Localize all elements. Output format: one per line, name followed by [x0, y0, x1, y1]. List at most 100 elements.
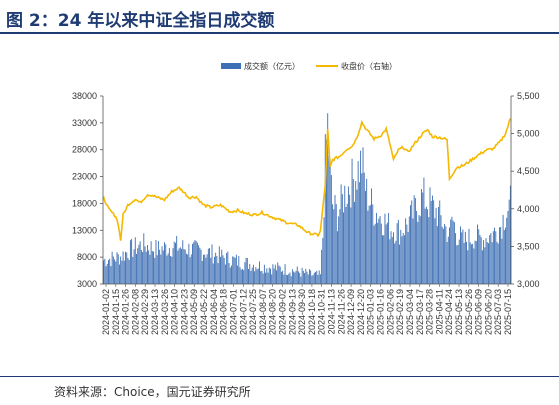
bar: [450, 219, 452, 284]
bar: [162, 250, 164, 284]
bar: [261, 270, 263, 284]
x-tick-label: 2024-06-18: [219, 289, 229, 335]
bar: [164, 242, 165, 284]
bar: [215, 252, 217, 284]
bar: [472, 243, 474, 284]
x-tick-label: 2025-03-17: [415, 289, 425, 335]
bar: [260, 271, 262, 284]
bar: [497, 243, 499, 284]
bar: [183, 249, 185, 284]
bar: [192, 243, 193, 284]
x-tick-label: 2024-11-26: [336, 289, 346, 334]
bar: [138, 244, 140, 284]
right-tick-label: 5,000: [517, 129, 540, 139]
bar: [456, 245, 458, 284]
bar: [224, 264, 226, 284]
bar: [182, 240, 184, 284]
bar: [289, 272, 291, 284]
bar: [111, 251, 113, 284]
bar: [315, 272, 316, 284]
bar: [153, 251, 154, 284]
bar: [139, 241, 141, 284]
bar: [148, 250, 150, 284]
bar: [184, 249, 186, 284]
bar: [441, 226, 443, 284]
bar: [128, 259, 130, 284]
bar: [117, 254, 119, 284]
bar: [349, 194, 351, 284]
bar: [125, 251, 126, 284]
bar: [378, 218, 380, 284]
x-tick-label: 2024-09-30: [297, 289, 307, 335]
bar: [293, 271, 295, 284]
left-tick-label: 28000: [72, 145, 97, 155]
bar: [312, 274, 314, 284]
bar: [279, 266, 281, 284]
bar: [393, 232, 394, 284]
x-tick-label: 2024-02-08: [130, 289, 140, 335]
bar: [326, 139, 327, 284]
x-tick-label: 2024-07-25: [248, 289, 258, 335]
left-tick-label: 33000: [72, 118, 97, 128]
bar: [500, 226, 502, 284]
bar: [304, 273, 306, 284]
bar: [222, 255, 224, 284]
bar: [434, 218, 436, 284]
bar: [259, 261, 260, 284]
bar: [390, 231, 392, 284]
bar: [358, 182, 360, 284]
bar: [143, 233, 145, 284]
bar: [318, 270, 320, 284]
bar: [399, 244, 401, 284]
bar: [185, 253, 187, 284]
bar: [234, 257, 236, 284]
bar: [115, 261, 117, 284]
x-tick-label: 2024-08-20: [268, 289, 278, 335]
bar: [159, 249, 161, 284]
bar: [367, 210, 369, 284]
bar: [457, 244, 459, 284]
bar: [187, 254, 189, 284]
bar: [229, 267, 231, 284]
bar: [483, 239, 485, 284]
bar: [126, 252, 128, 284]
bar: [391, 237, 393, 284]
bar: [380, 223, 382, 284]
bar: [122, 251, 124, 284]
bar: [360, 150, 362, 284]
x-tick-label: 2025-02-19: [395, 289, 405, 335]
bar: [144, 246, 146, 284]
bar: [366, 178, 368, 284]
x-tick-label: 2025-04-11: [434, 289, 444, 334]
bar: [307, 274, 309, 284]
x-tick-label: 2024-10-31: [317, 289, 327, 335]
x-tick-label: 2024-09-13: [287, 289, 297, 335]
bar: [344, 185, 346, 284]
bar: [423, 177, 425, 284]
footer-divider: [0, 376, 559, 377]
bar: [350, 207, 352, 284]
bar: [105, 266, 107, 284]
bar: [145, 251, 147, 284]
bar: [439, 200, 441, 284]
bar: [210, 257, 212, 284]
bar: [419, 216, 421, 284]
x-tick-label: 2024-09-02: [277, 289, 287, 335]
x-tick-label: 2024-04-23: [179, 289, 189, 335]
x-tick-label: 2025-06-20: [483, 289, 493, 335]
x-tick-label: 2025-06-09: [474, 289, 484, 335]
bar: [206, 254, 208, 284]
bar: [238, 256, 240, 284]
bar: [284, 264, 286, 284]
bar: [299, 272, 301, 284]
bar: [175, 242, 176, 284]
bar: [369, 205, 371, 284]
right-tick-label: 4,000: [517, 204, 540, 214]
bar: [195, 241, 197, 284]
bar: [401, 236, 403, 284]
bar: [490, 233, 492, 284]
right-tick-label: 3,000: [517, 279, 540, 289]
bar: [316, 270, 318, 284]
bar: [363, 172, 365, 284]
bar: [334, 195, 336, 284]
